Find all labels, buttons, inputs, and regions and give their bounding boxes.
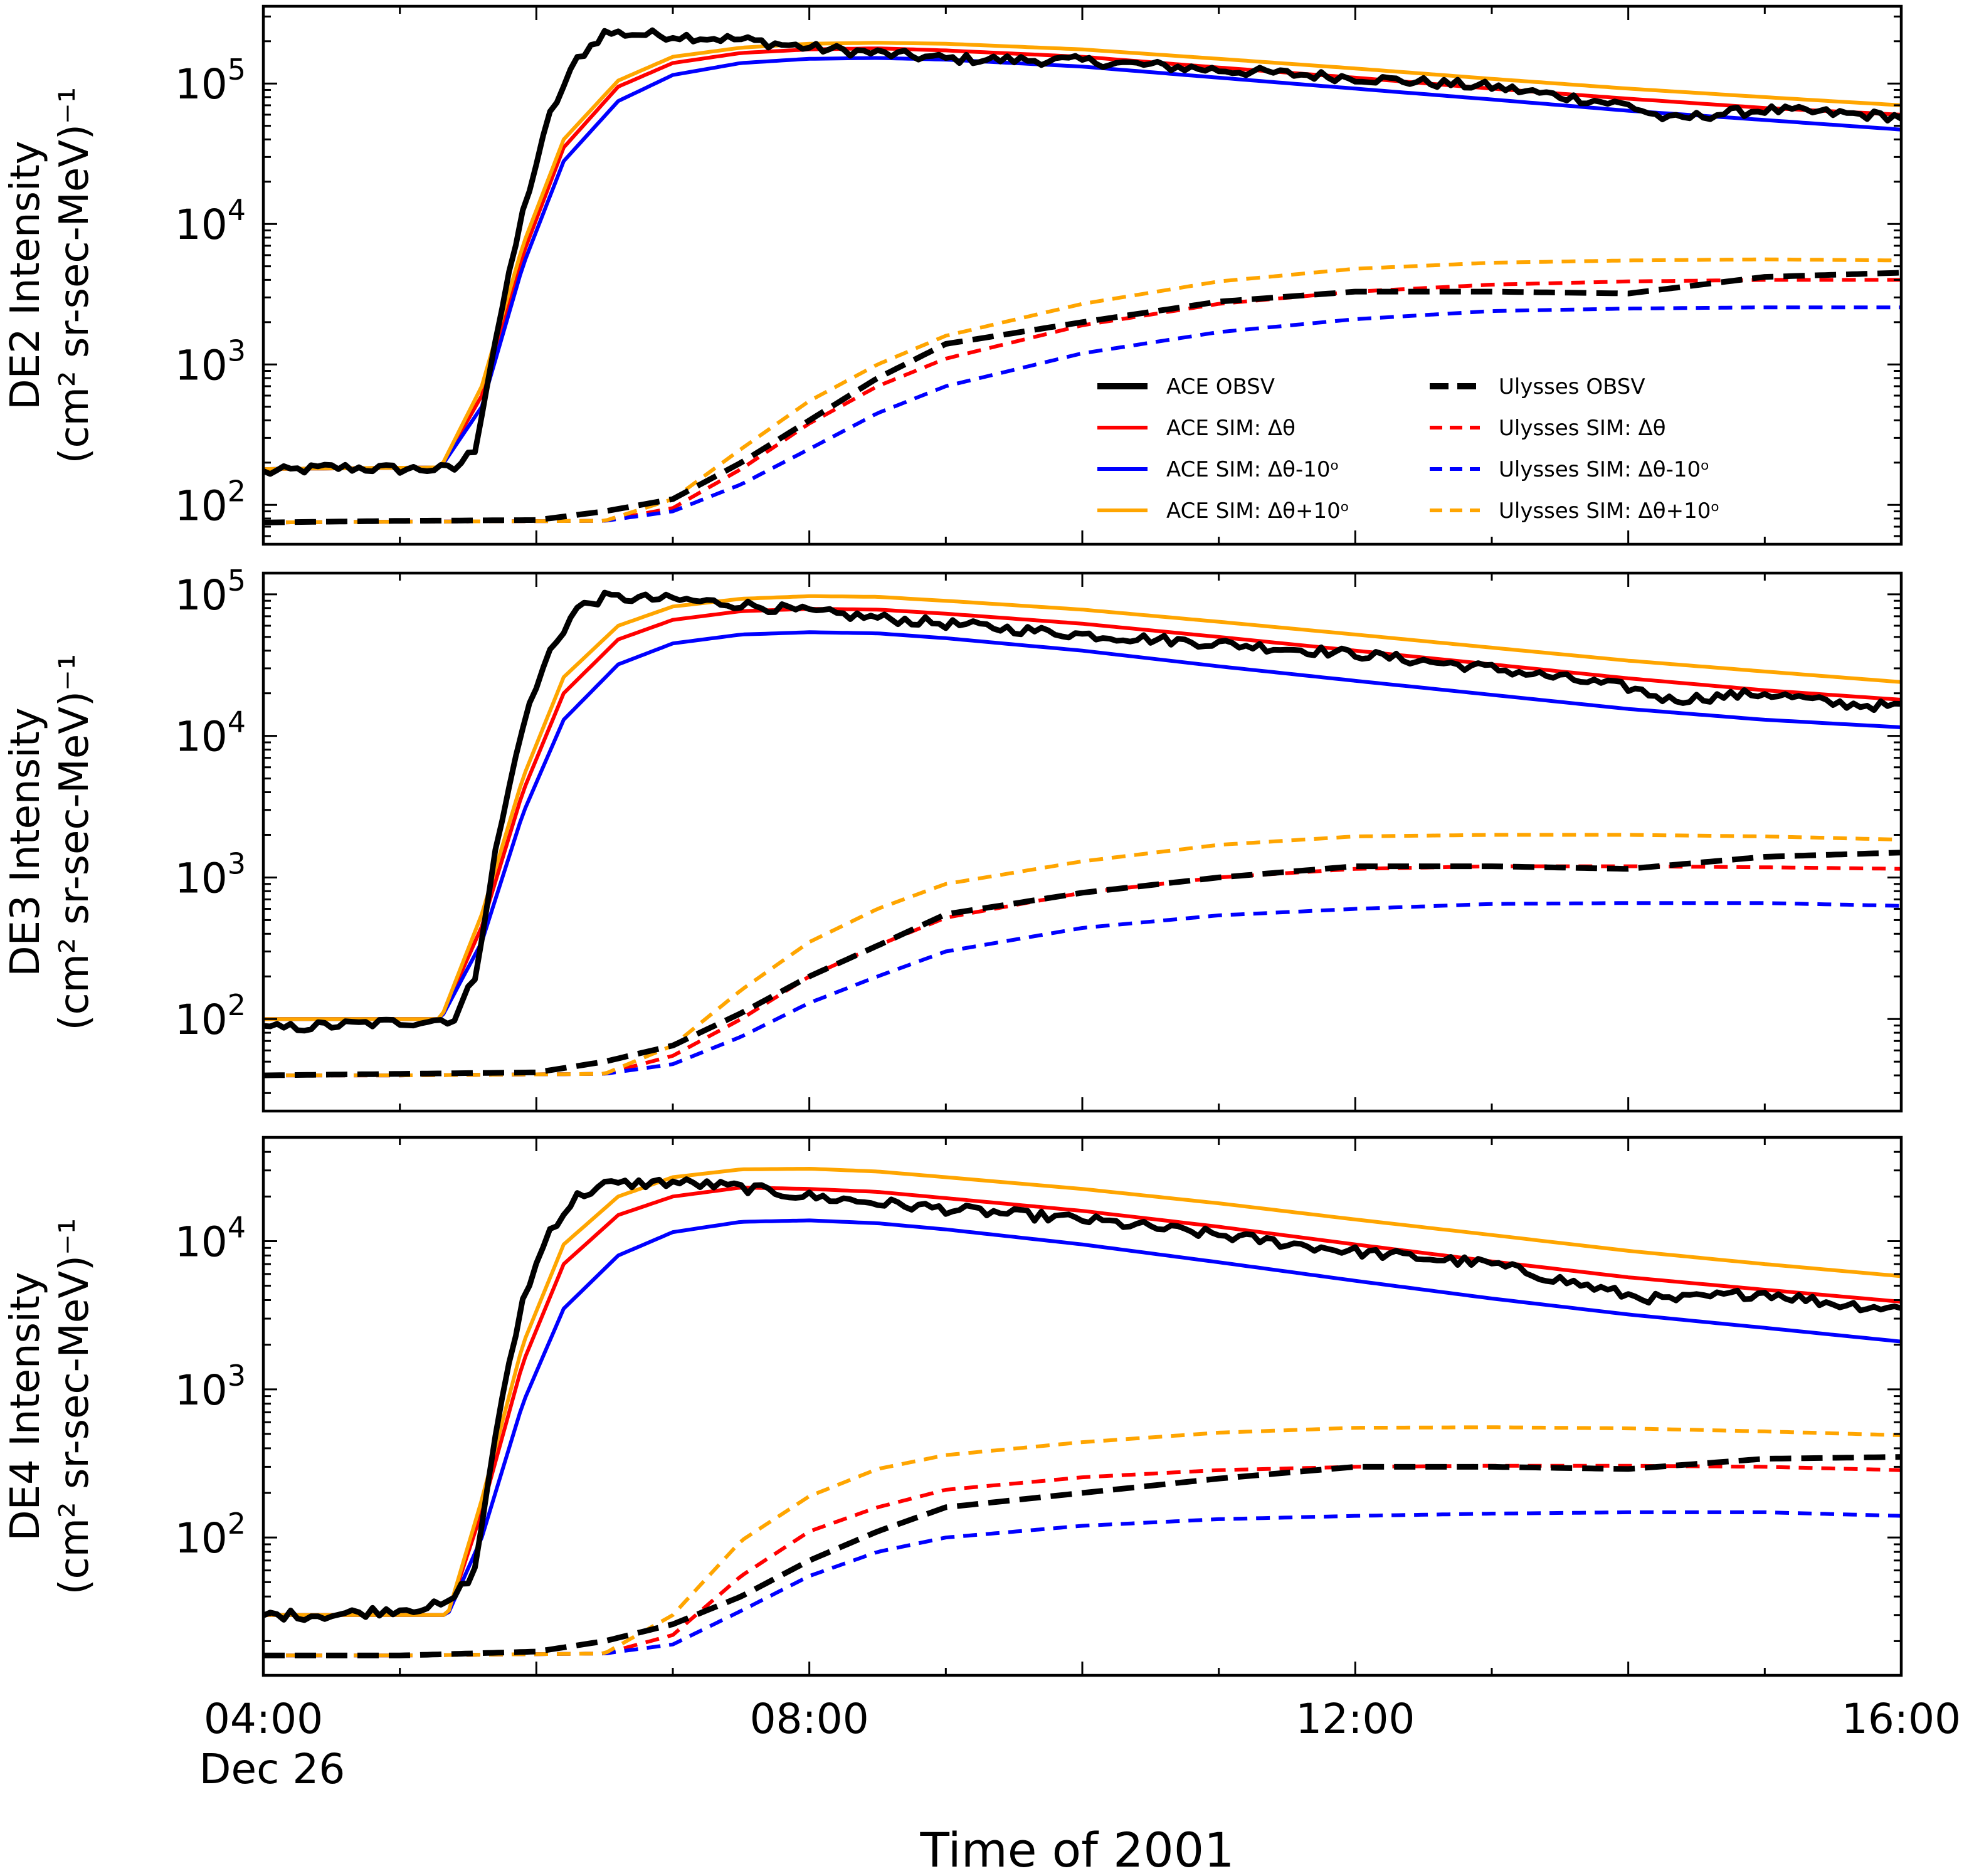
series-de3-ace-sim-+10	[263, 594, 1901, 1021]
series-de2-ace-sim-+10	[263, 41, 1901, 472]
series-de3-ace-obsv	[263, 589, 1901, 1034]
legend: ACE OBSV ACE SIM: Δθ ACE SIM: Δθ-10ᵒ ACE SI…	[1097, 374, 1719, 524]
x-tick-label: 08:00	[750, 1695, 869, 1743]
y-tick-label: 102	[175, 474, 246, 530]
panel-de4-ylabel: DE4 Intensity	[3, 1272, 49, 1541]
y-tick-label: 104	[175, 705, 246, 761]
legend-label: Ulysses SIM: Δθ	[1499, 416, 1666, 441]
y-tick-label: 103	[175, 846, 246, 902]
y-tick-label: 103	[175, 1359, 246, 1415]
legend-label: ACE SIM: Δθ	[1166, 416, 1296, 441]
series-de2-ace-sim-10	[263, 56, 1901, 472]
legend-label: Ulysses SIM: Δθ-10ᵒ	[1499, 457, 1709, 482]
x-tick-sublabel: Dec 26	[199, 1745, 346, 1793]
series-de4-ulysses-obsv	[263, 1454, 1901, 1658]
panel-de3-plot	[263, 589, 1901, 1078]
legend-label: Ulysses OBSV	[1499, 374, 1645, 399]
plot-layer	[263, 27, 1901, 1658]
y-tick-label: 103	[175, 334, 246, 389]
x-tick-label: 16:00	[1842, 1695, 1961, 1743]
series-de3-ace-sim-10	[263, 630, 1901, 1021]
legend-label: ACE SIM: Δθ+10ᵒ	[1166, 498, 1349, 524]
series-de4-ulysses-sim-+10	[263, 1425, 1901, 1658]
panel-de2-ylabel: DE2 Intensity	[3, 140, 49, 409]
y-tick-label: 105	[175, 53, 246, 108]
series-de4-ulysses-sim-10	[263, 1510, 1901, 1658]
y-tick-label: 105	[175, 564, 246, 619]
series-de3-ulysses-obsv	[263, 850, 1901, 1078]
series-de2-ulysses-sim-+10	[263, 257, 1901, 525]
series-de4-ace-sim-+10	[263, 1167, 1901, 1617]
legend-label: ACE OBSV	[1166, 374, 1275, 399]
panel-de3-ylabel-units: (cm² sr-sec-MeV)⁻¹	[51, 654, 98, 1031]
series-de3-ulysses-sim	[263, 864, 1901, 1078]
y-tick-label: 102	[175, 988, 246, 1044]
y-tick-label: 104	[175, 193, 246, 249]
panel-de4-ylabel-units: (cm² sr-sec-MeV)⁻¹	[51, 1218, 98, 1595]
series-de2-ace-obsv	[263, 27, 1901, 477]
panel-de3-ylabel: DE3 Intensity	[3, 707, 49, 976]
panel-de2-ylabel-units: (cm² sr-sec-MeV)⁻¹	[51, 87, 98, 464]
series-de4-ace-sim	[263, 1186, 1901, 1617]
panel-de4-plot	[263, 1167, 1901, 1658]
y-tick-label: 102	[175, 1507, 246, 1562]
series-de4-ace-obsv	[263, 1176, 1901, 1623]
x-axis-label: Time of 2001	[920, 1822, 1235, 1876]
series-de2-ulysses-obsv	[263, 270, 1901, 525]
legend-label: ACE SIM: Δθ-10ᵒ	[1166, 457, 1339, 482]
series-de3-ulysses-sim-+10	[263, 833, 1901, 1078]
series-de2-ulysses-sim-10	[263, 305, 1901, 525]
y-tick-label: 104	[175, 1210, 246, 1266]
x-tick-label: 12:00	[1296, 1695, 1415, 1743]
series-de3-ulysses-sim-10	[263, 901, 1901, 1078]
x-tick-label: 04:00	[204, 1695, 323, 1743]
panel-de2-plot	[263, 27, 1901, 525]
legend-label: Ulysses SIM: Δθ+10ᵒ	[1499, 498, 1719, 524]
series-de4-ace-sim-10	[263, 1218, 1901, 1617]
series-de3-ace-sim	[263, 607, 1901, 1021]
